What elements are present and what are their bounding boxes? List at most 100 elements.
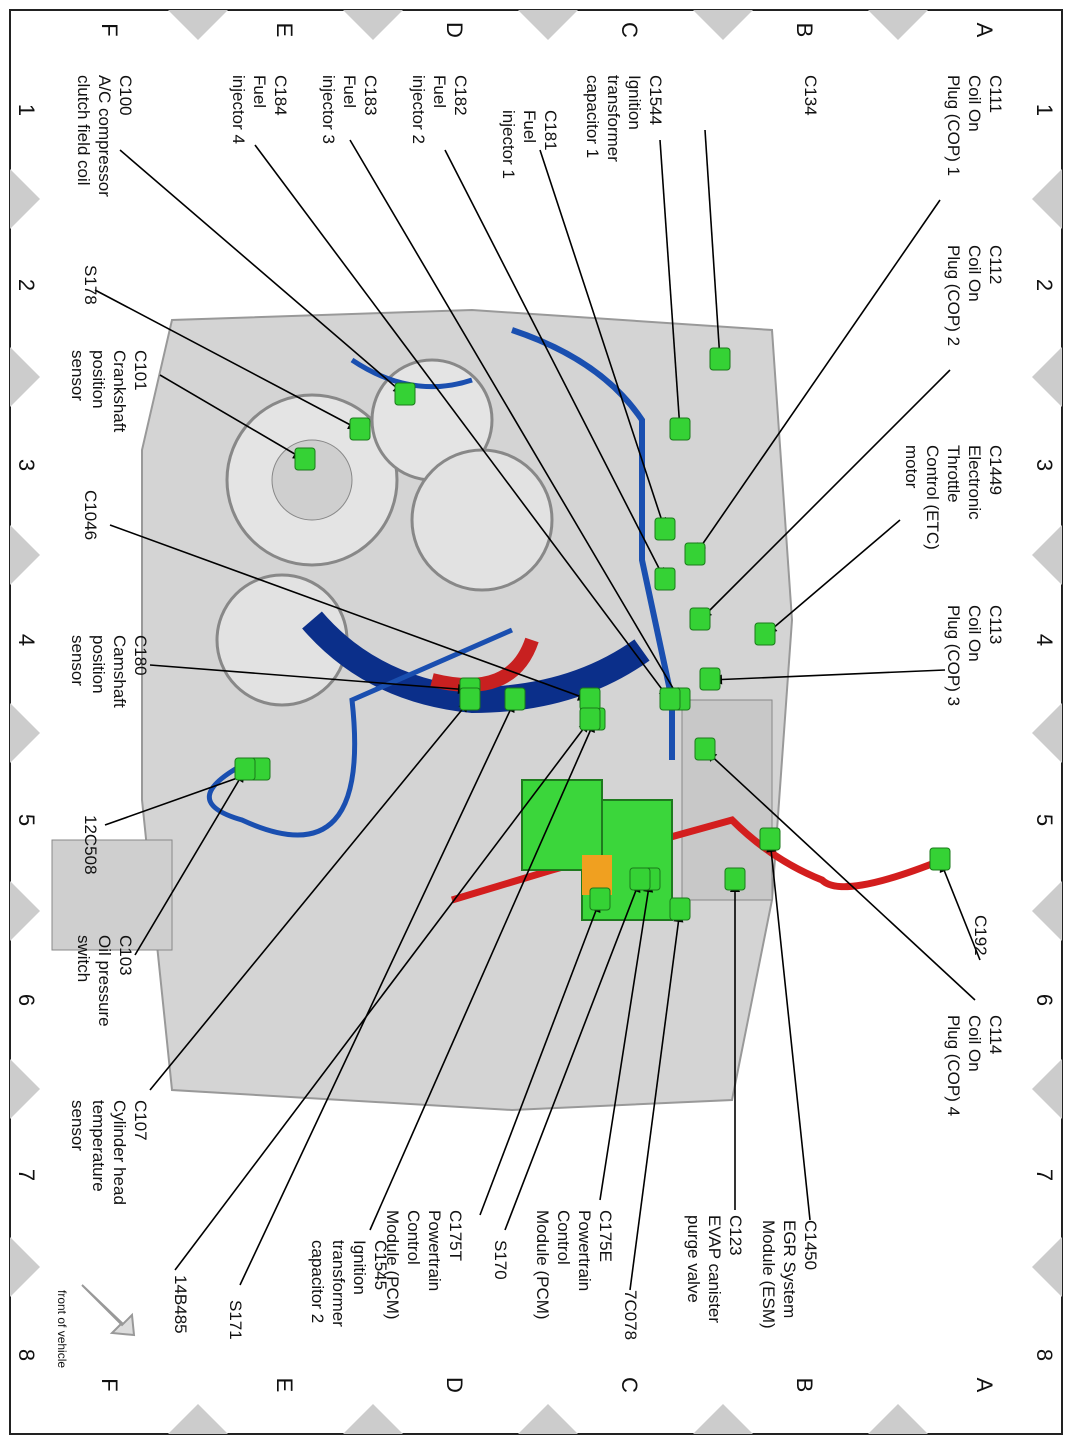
- grid-row-label: B: [792, 23, 817, 38]
- border-mark: [168, 1404, 228, 1434]
- label-line: C107: [131, 1100, 150, 1141]
- connector: [504, 687, 526, 711]
- grid-row-label: C: [617, 22, 642, 38]
- grid-column-label: 2: [14, 279, 39, 291]
- border-mark: [1032, 347, 1062, 407]
- label-line: C114: [986, 1015, 1005, 1054]
- label-line: Coil On: [965, 605, 984, 662]
- label-line: transformer: [329, 1240, 348, 1327]
- label-line: C100: [116, 75, 135, 116]
- label-line: Coil On: [965, 75, 984, 132]
- leader-line: [704, 749, 976, 1001]
- label-line: 12C508: [81, 815, 100, 875]
- leader-line: [239, 699, 516, 1286]
- leader-line: [504, 879, 641, 1231]
- label-line: capacitor 2: [308, 1240, 327, 1323]
- leader-line: [704, 129, 721, 361]
- border-mark: [10, 525, 40, 585]
- grid-row-label: A: [972, 23, 997, 38]
- grid-row-label: D: [442, 1377, 467, 1393]
- label-line: sensor: [68, 635, 87, 686]
- label-line: Plug (COP) 2: [944, 245, 963, 346]
- connector: [699, 667, 721, 691]
- border-mark: [518, 10, 578, 40]
- leader-lines: [94, 129, 981, 1291]
- label-line: position: [89, 350, 108, 409]
- connector: [684, 542, 706, 566]
- grid-row-label: D: [442, 22, 467, 38]
- label-line: C134: [801, 75, 820, 116]
- label-line: temperature: [89, 1100, 108, 1192]
- leader-line: [104, 769, 261, 826]
- label-line: C1544: [646, 75, 665, 125]
- leader-line: [444, 149, 666, 581]
- label-line: C184: [271, 75, 290, 116]
- label-line: S178: [81, 265, 100, 305]
- label-line: C181: [541, 110, 560, 151]
- connector: [689, 607, 711, 631]
- label-line: C183: [361, 75, 380, 116]
- leader-line: [159, 374, 306, 461]
- label-line: Cylinder head: [110, 1100, 129, 1205]
- grid-column-label: 5: [14, 814, 39, 826]
- grid-column-label: 7: [1032, 1169, 1057, 1181]
- connector: [654, 567, 676, 591]
- label-line: Fuel: [430, 75, 449, 108]
- label-line: C101: [131, 350, 150, 391]
- label-line: injector 2: [409, 75, 428, 144]
- grid-column-label: 6: [1032, 994, 1057, 1006]
- label-line: C1450: [801, 1220, 820, 1270]
- front-marker: front of vehicle: [55, 1290, 69, 1368]
- label-line: motor: [902, 445, 921, 489]
- grid-column-label: 2: [1032, 279, 1057, 291]
- border-mark: [868, 1404, 928, 1434]
- grid-column-label: 8: [1032, 1349, 1057, 1361]
- label-line: Module (ESM): [759, 1220, 778, 1329]
- connector: [579, 687, 601, 711]
- border-mark: [10, 347, 40, 407]
- grid-column-label: 1: [1032, 104, 1057, 116]
- label-line: injector 4: [229, 75, 248, 144]
- grid-column-label: 1: [14, 104, 39, 116]
- connector: [754, 622, 776, 646]
- leader-line: [174, 719, 591, 1271]
- grid-column-label: 4: [14, 634, 39, 646]
- label-line: sensor: [68, 350, 87, 401]
- connector: [694, 737, 716, 761]
- label-line: C175E: [596, 1210, 615, 1262]
- label-line: Control: [554, 1210, 573, 1265]
- connector: [589, 887, 611, 911]
- border-mark: [518, 1404, 578, 1434]
- label-line: clutch field coil: [74, 75, 93, 186]
- label-line: S170: [491, 1240, 510, 1280]
- border-mark: [1032, 1237, 1062, 1297]
- label-line: S171: [226, 1300, 245, 1340]
- label-line: C180: [131, 635, 150, 676]
- leader-line: [694, 199, 941, 556]
- leader-line: [349, 139, 681, 701]
- label-line: Powertrain: [425, 1210, 444, 1291]
- leader-line: [254, 144, 671, 701]
- connector: [669, 417, 691, 441]
- label-line: EGR System: [780, 1220, 799, 1318]
- label-line: Fuel: [340, 75, 359, 108]
- grid-column-label: 3: [1032, 459, 1057, 471]
- leader-line: [764, 519, 901, 636]
- grid-row-label: E: [272, 1378, 297, 1393]
- label-line: injector 1: [499, 110, 518, 179]
- grid-column-label: 8: [14, 1349, 39, 1361]
- label-line: C175T: [446, 1210, 465, 1261]
- label-line: Ignition: [350, 1240, 369, 1295]
- label-line: Fuel: [250, 75, 269, 108]
- border-mark: [10, 703, 40, 763]
- connector: [349, 417, 371, 441]
- label-line: Powertrain: [575, 1210, 594, 1291]
- leader-line: [94, 289, 361, 431]
- border-mark: [168, 10, 228, 40]
- label-line: sensor: [68, 1100, 87, 1151]
- label-line: Coil On: [965, 1015, 984, 1072]
- border-mark: [1032, 703, 1062, 763]
- grid-column-label: 4: [1032, 634, 1057, 646]
- connector: [709, 347, 731, 371]
- label-line: C182: [451, 75, 470, 116]
